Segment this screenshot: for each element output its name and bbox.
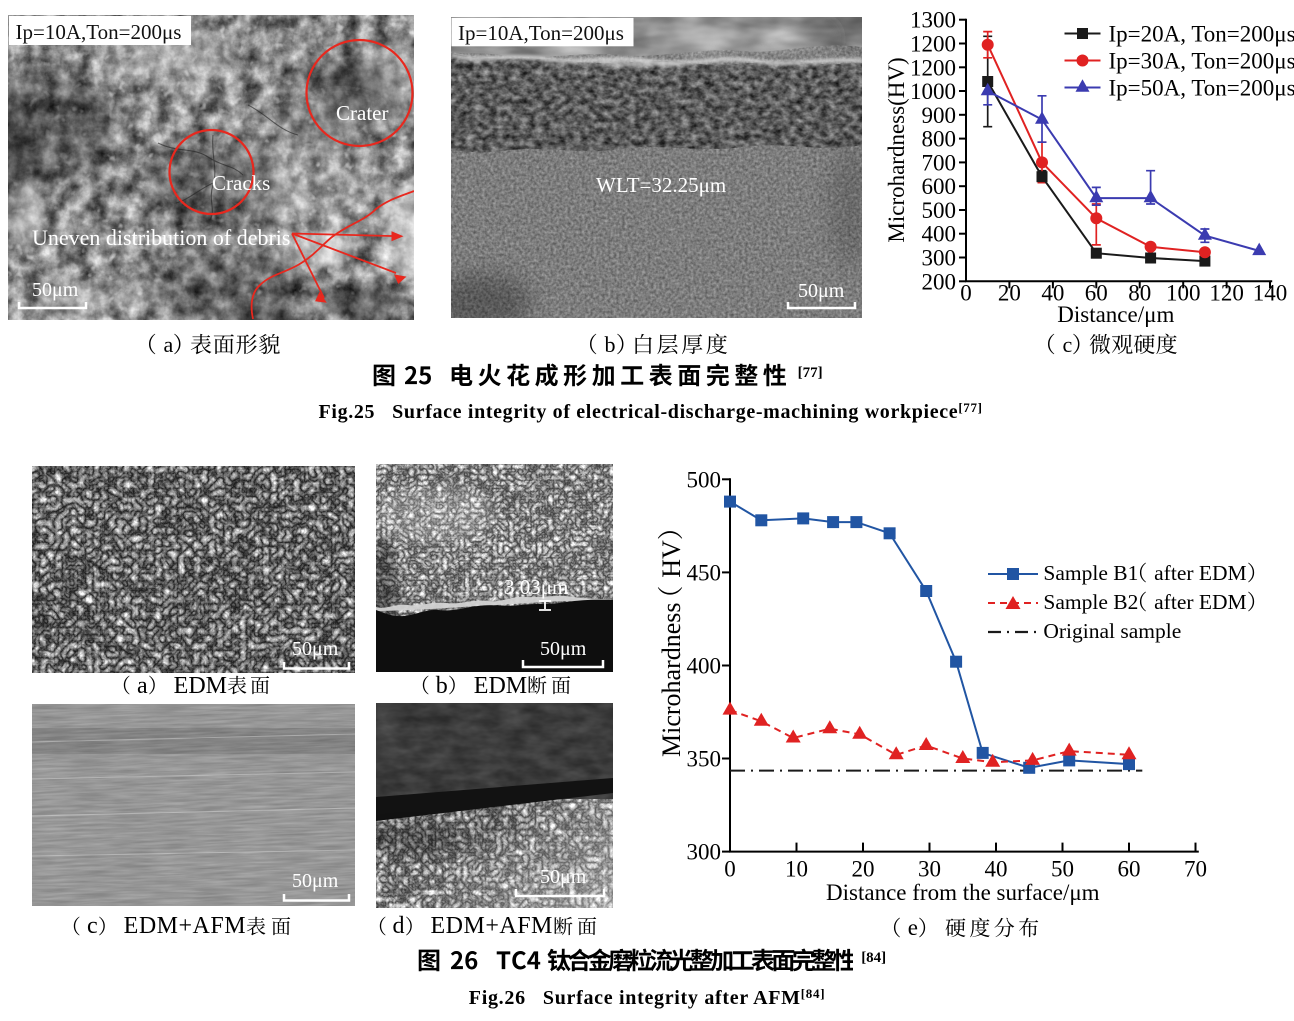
- svg-text:900: 900: [922, 103, 957, 128]
- svg-text:Cracks: Cracks: [212, 171, 270, 195]
- svg-text:300: 300: [687, 840, 722, 865]
- svg-text:100: 100: [1166, 280, 1201, 305]
- svg-text:1300: 1300: [910, 8, 956, 33]
- svg-text:60: 60: [1085, 280, 1108, 305]
- svg-text:WLT=32.25μm: WLT=32.25μm: [596, 173, 726, 197]
- svg-text:80: 80: [1128, 280, 1151, 305]
- svg-text:Distance from the surface/μm: Distance from the surface/μm: [826, 880, 1100, 905]
- svg-text:40: 40: [985, 857, 1008, 882]
- svg-text:300: 300: [922, 246, 957, 271]
- svg-text:Distance/μm: Distance/μm: [1057, 302, 1174, 327]
- svg-text:50: 50: [1051, 857, 1074, 882]
- svg-text:60: 60: [1118, 857, 1141, 882]
- svg-text:1200: 1200: [910, 55, 956, 80]
- svg-text:50μm: 50μm: [798, 280, 845, 302]
- svg-text:450: 450: [687, 560, 722, 585]
- svg-text:350: 350: [687, 747, 722, 772]
- svg-text:Ip=10A,Ton=200μs: Ip=10A,Ton=200μs: [458, 21, 624, 45]
- svg-text:70: 70: [1184, 857, 1207, 882]
- svg-text:30: 30: [918, 857, 941, 882]
- svg-text:Uneven distribution of debris: Uneven distribution of debris: [32, 225, 290, 250]
- svg-text:1000: 1000: [910, 79, 956, 104]
- svg-text:120: 120: [1209, 280, 1244, 305]
- svg-text:40: 40: [1041, 280, 1064, 305]
- svg-text:Microhardness(HV): Microhardness(HV): [884, 57, 909, 242]
- svg-text:400: 400: [922, 222, 957, 247]
- svg-text:140: 140: [1253, 280, 1288, 305]
- svg-text:50μm: 50μm: [292, 870, 339, 892]
- svg-text:600: 600: [922, 174, 957, 199]
- svg-text:Ip=50A, Ton=200μs: Ip=50A, Ton=200μs: [1109, 76, 1294, 101]
- svg-text:200: 200: [922, 269, 957, 294]
- svg-text:50μm: 50μm: [540, 866, 587, 888]
- svg-text:700: 700: [922, 150, 957, 175]
- svg-text:Crater: Crater: [336, 101, 388, 125]
- svg-text:0: 0: [724, 857, 736, 882]
- svg-text:50μm: 50μm: [292, 638, 339, 660]
- svg-text:10: 10: [785, 857, 808, 882]
- svg-text:Ip=10A,Ton=200μs: Ip=10A,Ton=200μs: [16, 20, 182, 44]
- svg-text:800: 800: [922, 127, 957, 152]
- svg-text:500: 500: [687, 467, 722, 492]
- svg-text:Ip=20A, Ton=200μs: Ip=20A, Ton=200μs: [1109, 22, 1294, 47]
- svg-text:Ip=30A, Ton=200μs: Ip=30A, Ton=200μs: [1109, 49, 1294, 74]
- svg-text:1200: 1200: [910, 32, 956, 57]
- svg-text:3.03μm: 3.03μm: [504, 575, 568, 599]
- svg-text:20: 20: [998, 280, 1021, 305]
- svg-text:50μm: 50μm: [32, 279, 79, 301]
- svg-text:20: 20: [852, 857, 875, 882]
- svg-text:500: 500: [922, 198, 957, 223]
- svg-text:0: 0: [960, 280, 972, 305]
- svg-text:50μm: 50μm: [540, 638, 587, 660]
- svg-text:400: 400: [687, 654, 722, 679]
